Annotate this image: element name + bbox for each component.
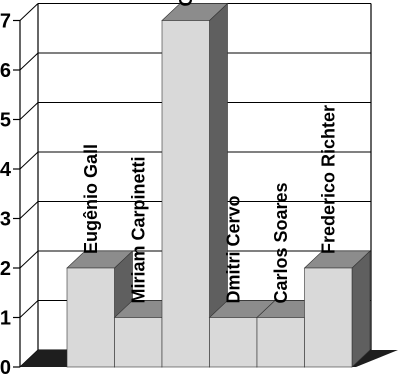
bar — [209, 317, 258, 368]
y-tick-label: 3 — [0, 209, 11, 231]
y-tick-label: 2 — [0, 258, 11, 280]
gridline-diagonal — [19, 102, 39, 120]
y-tick-label: 7 — [0, 11, 11, 33]
bars — [66, 2, 371, 368]
y-tick-label: 4 — [0, 159, 12, 181]
gridline-diagonal — [19, 201, 39, 219]
y-tick-label: 5 — [0, 110, 11, 132]
gridline-diagonal — [19, 52, 39, 71]
category-label: Eugênio Gall — [81, 144, 101, 254]
category-label: Dmitri Cervo — [223, 195, 243, 303]
bar — [256, 317, 305, 368]
y-tick-label: 6 — [0, 60, 11, 82]
category-label: Calimerio Soares — [176, 0, 196, 7]
y-tick-label: 0 — [0, 357, 11, 377]
gridline-diagonal — [19, 3, 39, 21]
category-label: Carlos Soares — [271, 182, 291, 303]
gridline-diagonal — [19, 151, 39, 170]
category-labels: Eugênio Gall Miriam Carpinetti Calimerio S… — [81, 0, 339, 304]
category-label: Frederico Richter — [318, 105, 338, 254]
chart-walls — [19, 3, 372, 367]
y-axis-ticks: 0 1 2 3 4 5 6 7 — [0, 11, 20, 377]
gridline-diagonal — [19, 250, 39, 269]
gridline-diagonal — [19, 300, 39, 318]
bar — [66, 267, 115, 368]
bar — [304, 267, 353, 368]
category-label: Miriam Carpinetti — [128, 156, 148, 303]
y-tick-label: 1 — [0, 308, 11, 330]
bar — [161, 20, 210, 368]
bar-side — [351, 250, 371, 368]
bar — [114, 317, 163, 368]
